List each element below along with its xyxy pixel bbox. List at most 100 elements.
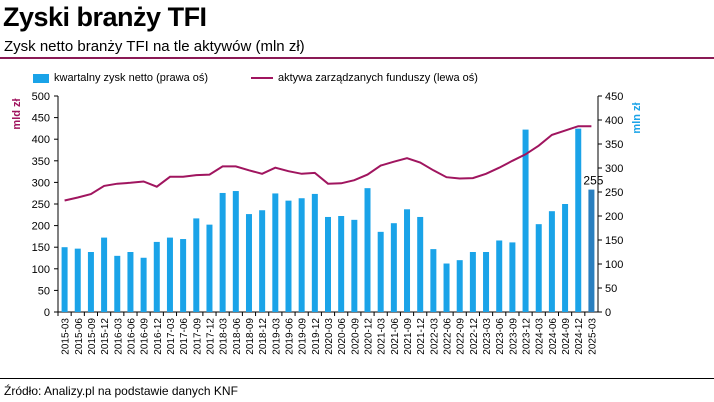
bar xyxy=(483,252,490,312)
left-tick-label: 150 xyxy=(32,242,50,254)
x-tick-label: 2021-09 xyxy=(403,318,414,355)
x-tick-label: 2016-09 xyxy=(140,318,151,355)
x-tick-label: 2019-03 xyxy=(271,318,282,355)
x-tick-label: 2015-03 xyxy=(61,318,72,355)
bar xyxy=(430,249,437,312)
right-tick-label: 200 xyxy=(605,211,623,223)
footer-divider xyxy=(0,378,714,379)
bar xyxy=(535,224,542,312)
x-tick-label: 2023-06 xyxy=(495,318,506,355)
x-tick-label: 2021-12 xyxy=(416,318,427,355)
x-tick-label: 2020-09 xyxy=(350,318,361,355)
x-tick-label: 2018-03 xyxy=(219,318,230,355)
x-tick-label: 2017-12 xyxy=(205,318,216,355)
x-tick-label: 2021-03 xyxy=(377,318,388,355)
legend-label-bars: kwartalny zysk netto (prawa oś) xyxy=(54,72,209,84)
x-tick-label: 2019-09 xyxy=(298,318,309,355)
combo-chart: 0 50 100 150 200 250 300 350 400 450 500 0 50 100 150 2… xyxy=(11,91,643,355)
left-tick-label: 0 xyxy=(44,307,50,319)
left-tick-label: 400 xyxy=(32,134,50,146)
left-tick-label: 50 xyxy=(38,285,50,297)
bar xyxy=(206,224,213,312)
x-tick-label: 2016-03 xyxy=(113,318,124,355)
bar xyxy=(285,200,292,312)
left-axis-title: mld zł xyxy=(11,98,23,129)
bar xyxy=(548,211,555,312)
bar xyxy=(311,193,318,312)
chart-title: Zyski branży TFI xyxy=(3,2,207,32)
bar xyxy=(232,191,239,312)
x-tick-label: 2022-09 xyxy=(456,318,467,355)
x-tick-label: 2022-03 xyxy=(429,318,440,355)
left-tick-label: 250 xyxy=(32,199,50,211)
x-tick-label: 2023-03 xyxy=(482,318,493,355)
x-tick-label: 2016-06 xyxy=(126,318,137,355)
x-tick-label: 2022-06 xyxy=(443,318,454,355)
x-tick-label: 2018-06 xyxy=(232,318,243,355)
data-label: 255 xyxy=(583,174,603,188)
right-tick-label: 150 xyxy=(605,235,623,247)
right-tick-label: 250 xyxy=(605,187,623,199)
x-tick-label: 2015-09 xyxy=(87,318,98,355)
bar xyxy=(509,242,516,312)
assets-line xyxy=(64,125,592,202)
legend-item-bars: kwartalny zysk netto (prawa oś) xyxy=(33,72,208,84)
x-tick-label: 2020-03 xyxy=(324,318,335,355)
x-tick-label: 2015-06 xyxy=(74,318,85,355)
bar xyxy=(364,188,371,312)
x-tick-label: 2019-06 xyxy=(284,318,295,355)
right-axis-title: mln zł xyxy=(631,102,643,133)
x-tick-label: 2018-09 xyxy=(245,318,256,355)
x-tick-label: 2022-12 xyxy=(469,318,480,355)
bar xyxy=(114,255,121,312)
right-tick-label: 400 xyxy=(605,115,623,127)
bar xyxy=(87,252,94,312)
bar xyxy=(390,223,397,312)
bar xyxy=(219,192,226,312)
bar xyxy=(180,239,187,312)
bar xyxy=(166,237,173,312)
bar xyxy=(245,214,252,312)
left-tick-label: 200 xyxy=(32,221,50,233)
bar xyxy=(298,198,305,312)
x-tick-label: 2024-12 xyxy=(574,318,585,355)
x-tick-label: 2020-12 xyxy=(364,318,375,355)
x-tick-label: 2019-12 xyxy=(311,318,322,355)
bar xyxy=(456,260,463,312)
right-tick-label: 50 xyxy=(605,283,617,295)
source-note: Źródło: Analizy.pl na podstawie danych K… xyxy=(4,384,238,398)
x-tick-label: 2024-03 xyxy=(535,318,546,355)
title-divider xyxy=(0,57,714,59)
x-tick-label: 2017-09 xyxy=(192,318,203,355)
bar xyxy=(193,218,200,312)
bar xyxy=(377,231,384,312)
x-tick-label: 2016-12 xyxy=(153,318,164,355)
bar xyxy=(443,263,450,312)
left-tick-label: 350 xyxy=(32,156,50,168)
bar xyxy=(417,216,424,312)
bar xyxy=(588,189,595,312)
right-tick-label: 300 xyxy=(605,163,623,175)
bar xyxy=(259,210,266,312)
legend-item-line: aktywa zarządzanych funduszy (lewa oś) xyxy=(251,72,478,84)
legend-swatch-bars xyxy=(33,73,49,83)
right-tick-label: 100 xyxy=(605,259,623,271)
x-tick-label: 2025-03 xyxy=(587,318,598,355)
x-tick-label: 2023-12 xyxy=(522,318,533,355)
bar xyxy=(61,247,68,312)
bar xyxy=(325,216,331,312)
bar xyxy=(522,129,529,312)
bar xyxy=(575,128,582,312)
left-tick-label: 300 xyxy=(32,177,50,189)
bar xyxy=(338,216,345,312)
bar xyxy=(140,257,147,312)
legend-swatch-line xyxy=(251,77,273,79)
bar xyxy=(351,219,358,312)
x-tick-label: 2024-09 xyxy=(561,318,572,355)
right-tick-label: 450 xyxy=(605,91,623,103)
x-tick-label: 2024-06 xyxy=(548,318,559,355)
bar xyxy=(404,209,411,312)
bar xyxy=(496,240,503,312)
left-tick-label: 450 xyxy=(32,113,50,125)
x-tick-label: 2021-06 xyxy=(390,318,401,355)
